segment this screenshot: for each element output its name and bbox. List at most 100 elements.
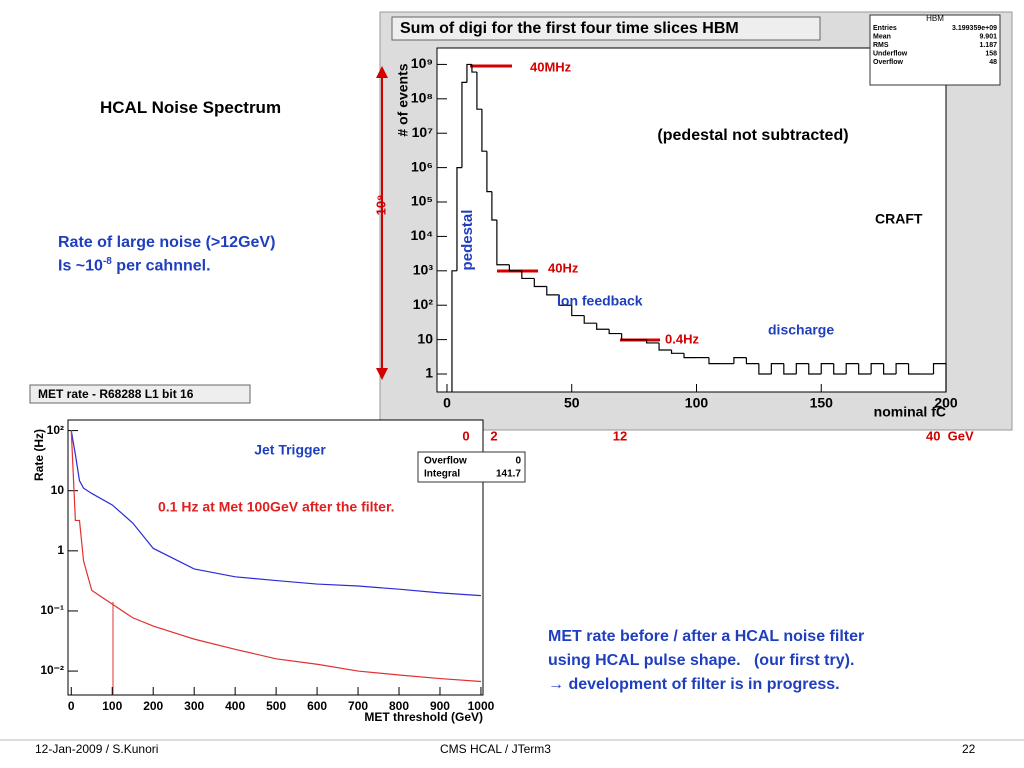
y-tick-label: 10⁹	[411, 55, 433, 71]
annotation: 0.4Hz	[665, 331, 699, 346]
stats-value: 9.901	[979, 33, 997, 40]
histogram-bin	[932, 363, 947, 392]
y-tick-label: 10	[51, 483, 65, 497]
histogram-bin	[621, 333, 635, 341]
rate-text: Is ~10	[58, 257, 103, 275]
stats-label: Mean	[873, 33, 891, 40]
histogram-bin	[820, 363, 834, 375]
histogram-bin	[583, 315, 597, 324]
histogram-bin	[833, 363, 847, 375]
met-note: → development of filter is in progress.	[548, 676, 840, 693]
histogram-bin	[770, 363, 784, 375]
histogram-bin	[858, 363, 872, 375]
annotation: pedestal	[459, 210, 476, 271]
histogram-bin	[745, 357, 759, 365]
stats-value: 0	[515, 456, 521, 467]
x-tick-label: 50	[564, 395, 580, 411]
energy-label: 2	[490, 428, 497, 443]
histogram-bin	[471, 64, 477, 73]
histogram-bin	[683, 353, 697, 359]
histogram-bin	[845, 363, 859, 375]
annotation: (pedestal not subtracted)	[657, 127, 848, 144]
histogram-bin	[658, 342, 672, 351]
histogram-bin	[883, 363, 897, 375]
y-tick-label: 10⁷	[412, 124, 434, 140]
histogram-bin	[596, 323, 610, 330]
histogram-bin	[708, 357, 722, 365]
rate-note: Is ~10-8 per cahnnel.	[58, 256, 211, 275]
y-tick-label: 10³	[413, 262, 434, 278]
stats-value: 158	[985, 50, 997, 57]
met-note: using HCAL pulse shape. (our first try).	[548, 652, 855, 669]
histogram-bin	[870, 363, 884, 375]
chart1-plot	[436, 47, 947, 393]
annotation: discharge	[768, 322, 834, 338]
annotation: Jet Trigger	[254, 442, 326, 458]
histogram-bin	[783, 363, 797, 375]
x-tick-label: 600	[307, 699, 327, 713]
stats-label: Overflow	[873, 59, 904, 66]
slide-title: HCAL Noise Spectrum	[100, 98, 282, 117]
annotation: 40MHz	[530, 59, 572, 74]
energy-label: 40 GeV	[926, 428, 974, 443]
rate-line	[70, 430, 481, 683]
footer-center: CMS HCAL / JTerm3	[440, 742, 551, 756]
histogram-bin	[645, 339, 660, 344]
annotation: 40Hz	[548, 260, 579, 275]
x-axis-label: MET threshold (GeV)	[364, 710, 483, 724]
y-tick-label: 10⁵	[411, 193, 433, 209]
histogram-bin	[486, 151, 492, 193]
rate-exponent: -8	[102, 256, 112, 267]
y-tick-label: 10⁴	[411, 227, 434, 243]
y-tick-label: 10²	[413, 296, 434, 312]
x-tick-label: 200	[934, 395, 958, 411]
y-tick-label: 10²	[47, 423, 64, 437]
stats-value: 141.7	[496, 469, 521, 480]
chart-title: Sum of digi for the first four time slic…	[400, 20, 739, 37]
x-tick-label: 100	[102, 699, 122, 713]
stats-label: Underflow	[873, 50, 908, 57]
histogram-bin	[733, 357, 747, 364]
stats-value: 1.187	[979, 42, 997, 49]
x-tick-label: 1000	[468, 699, 495, 713]
chart-title: MET rate - R68288 L1 bit 16	[38, 387, 194, 401]
annotation: Ion feedback	[557, 293, 643, 309]
y-axis-label: Rate (Hz)	[32, 429, 46, 481]
energy-label: 12	[613, 428, 627, 443]
chart2-title-box	[29, 384, 251, 404]
stats-label: RMS	[873, 42, 889, 49]
histogram-bin	[496, 220, 510, 266]
annotation: 10⁹	[373, 195, 388, 216]
histogram-bin	[571, 305, 585, 317]
x-tick-label: 0	[443, 395, 451, 411]
y-tick-label: 10⁶	[411, 158, 433, 174]
annotation: 0.1 Hz at Met 100GeV after the filter.	[158, 499, 395, 515]
rate-text: per cahnnel.	[111, 257, 211, 275]
histogram-bin	[461, 81, 467, 168]
y-tick-label: 10⁻²	[40, 663, 64, 677]
histogram-bin	[907, 363, 922, 375]
x-tick-label: 0	[68, 699, 75, 713]
y-tick-label: 10⁸	[411, 90, 433, 106]
x-tick-label: 150	[810, 395, 834, 411]
stats-label: Overflow	[424, 456, 467, 467]
histogram-bin	[481, 109, 487, 152]
histogram-bin	[758, 363, 772, 375]
histogram-bin	[491, 191, 497, 221]
y-axis-label: # of events	[395, 63, 411, 136]
histogram-bin	[476, 72, 482, 110]
chart1-stats-box	[869, 14, 1001, 86]
y-tick-label: 1	[57, 543, 64, 557]
histogram-bin	[451, 270, 457, 392]
x-tick-label: 700	[348, 699, 368, 713]
rate-note: Rate of large noise (>12GeV)	[58, 234, 276, 251]
histogram-bin	[670, 349, 685, 354]
y-tick-label: 10	[417, 330, 433, 346]
x-tick-label: 300	[184, 699, 204, 713]
histogram-bin	[808, 363, 822, 375]
x-axis-label: nominal fC	[874, 404, 946, 420]
x-tick-label: 800	[389, 699, 409, 713]
histogram-bin	[895, 363, 909, 375]
